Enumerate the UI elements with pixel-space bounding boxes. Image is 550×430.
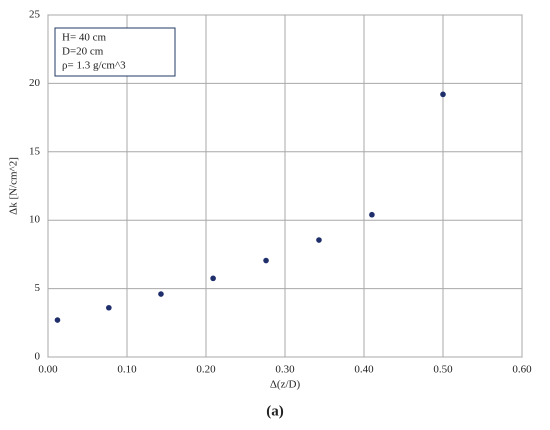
x-tick-label: 0.10 [117, 364, 137, 376]
point [369, 211, 375, 218]
point [440, 91, 446, 98]
x-tick-label: 0.00 [38, 364, 58, 376]
annotation: ρ= 1.3 g/cm^3 [62, 60, 126, 72]
annotation-box [54, 27, 176, 77]
point [316, 237, 322, 243]
point [263, 257, 269, 264]
y-tick-label: 25 [29, 9, 41, 21]
grid [47, 14, 523, 358]
annotation: H= 40 cm [62, 32, 107, 44]
x-tick-label: 0.20 [196, 364, 216, 376]
point [158, 291, 164, 297]
point [210, 275, 216, 282]
y-tick-label: 0 [35, 351, 41, 363]
x-tick-label: 0.50 [433, 364, 453, 376]
y-tick-label: 5 [35, 282, 41, 294]
caption: (a) [266, 403, 284, 419]
x-tick-label: 0.60 [512, 364, 532, 376]
y-tick-label: 10 [29, 214, 41, 226]
annotation: D=20 cm [62, 46, 104, 58]
y-tick-label: 20 [29, 77, 41, 89]
point [54, 317, 61, 323]
x-tick-label: 0.40 [354, 364, 374, 376]
y-axis-label: Δk [N/cm^2] [8, 157, 20, 215]
point [106, 304, 112, 311]
y-tick-label: 15 [29, 145, 41, 157]
x-axis-label: Δ(z/D) [270, 379, 301, 391]
marks [54, 91, 446, 323]
x-tick-label: 0.30 [275, 364, 295, 376]
